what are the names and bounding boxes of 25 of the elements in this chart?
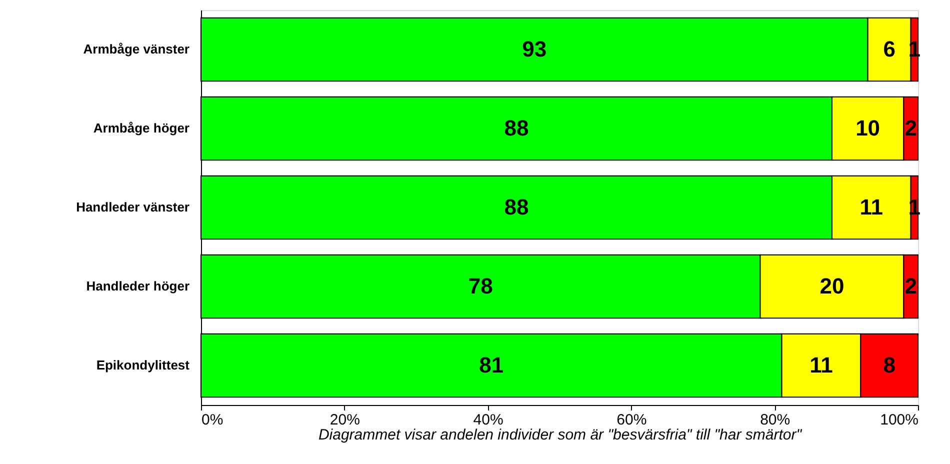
y-tick-label: Armbåge höger bbox=[93, 120, 190, 136]
x-tick-label: 60% bbox=[616, 412, 647, 428]
y-tick-label: Handleder vänster bbox=[76, 200, 190, 214]
data-label: 10 bbox=[856, 116, 880, 140]
data-label: 93 bbox=[522, 36, 547, 62]
y-tick-label: Handleder höger bbox=[86, 278, 190, 294]
x-tick-label: 40% bbox=[473, 412, 504, 428]
data-label: 2 bbox=[904, 116, 917, 140]
x-tick-label: 80% bbox=[760, 412, 790, 428]
data-label: 2 bbox=[904, 274, 917, 298]
data-label: 88 bbox=[504, 194, 529, 220]
x-axis-title: Diagrammet visar andelen individer som är "besvärsfria" till "har smärtor" bbox=[318, 426, 802, 444]
x-tick-label: 100% bbox=[880, 412, 918, 428]
data-label: 78 bbox=[468, 274, 493, 298]
y-tick-label: Armbåge vänster bbox=[83, 42, 190, 56]
y-tick-label: Epikondylittest bbox=[96, 358, 190, 372]
data-label: 8 bbox=[883, 352, 896, 378]
data-label: 6 bbox=[883, 36, 896, 62]
data-label: 11 bbox=[860, 194, 884, 220]
data-label: 20 bbox=[820, 274, 844, 298]
x-tick-label: 20% bbox=[330, 412, 360, 428]
data-label: 11 bbox=[810, 352, 833, 378]
data-label: 88 bbox=[504, 116, 529, 140]
data-label: 81 bbox=[479, 352, 504, 378]
x-tick-label: 0% bbox=[202, 412, 224, 428]
